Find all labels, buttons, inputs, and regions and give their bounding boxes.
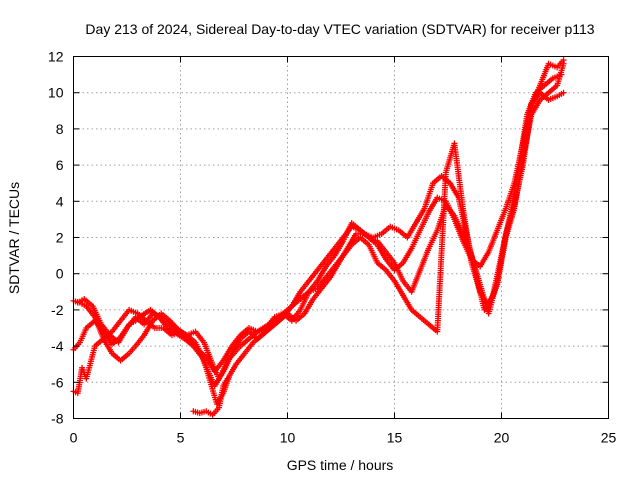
y-tick-label: -2 [51,302,64,318]
y-axis-label: SDTVAR / TECUs [6,182,22,294]
y-tick-label: -8 [51,411,64,427]
data-point [224,375,231,382]
y-tick-label: 10 [48,85,64,101]
y-tick-label: 12 [48,49,64,65]
y-tick-label: -6 [51,374,64,390]
y-tick-label: 8 [56,121,64,137]
series-trace-b [70,71,565,408]
x-tick-label: 20 [494,430,510,446]
data-layer [70,57,567,418]
y-tick-label: -4 [51,338,64,354]
grid-layer [73,56,609,419]
x-tick-label: 15 [387,430,403,446]
y-tick-label: 2 [56,230,64,246]
tick-layer: 0 5 10 15 20 25 -8 -6 -4 -2 0 2 4 6 8 10 12 [48,49,617,446]
x-tick-label: 25 [601,430,617,446]
y-tick-label: 4 [56,193,64,209]
x-tick-label: 10 [280,430,296,446]
chart-title: Day 213 of 2024, Sidereal Day-to-day VTE… [85,21,594,37]
x-axis-label: GPS time / hours [287,457,394,473]
series-trace-c [74,57,567,382]
series-trace-e [190,375,231,418]
x-tick-label: 0 [70,430,78,446]
series-trace-a [70,89,567,389]
y-tick-label: 0 [56,266,64,282]
series-trace-d [70,60,567,397]
data-point [560,89,567,96]
x-tick-label: 5 [177,430,185,446]
data-point [560,60,567,67]
y-tick-label: 6 [56,157,64,173]
